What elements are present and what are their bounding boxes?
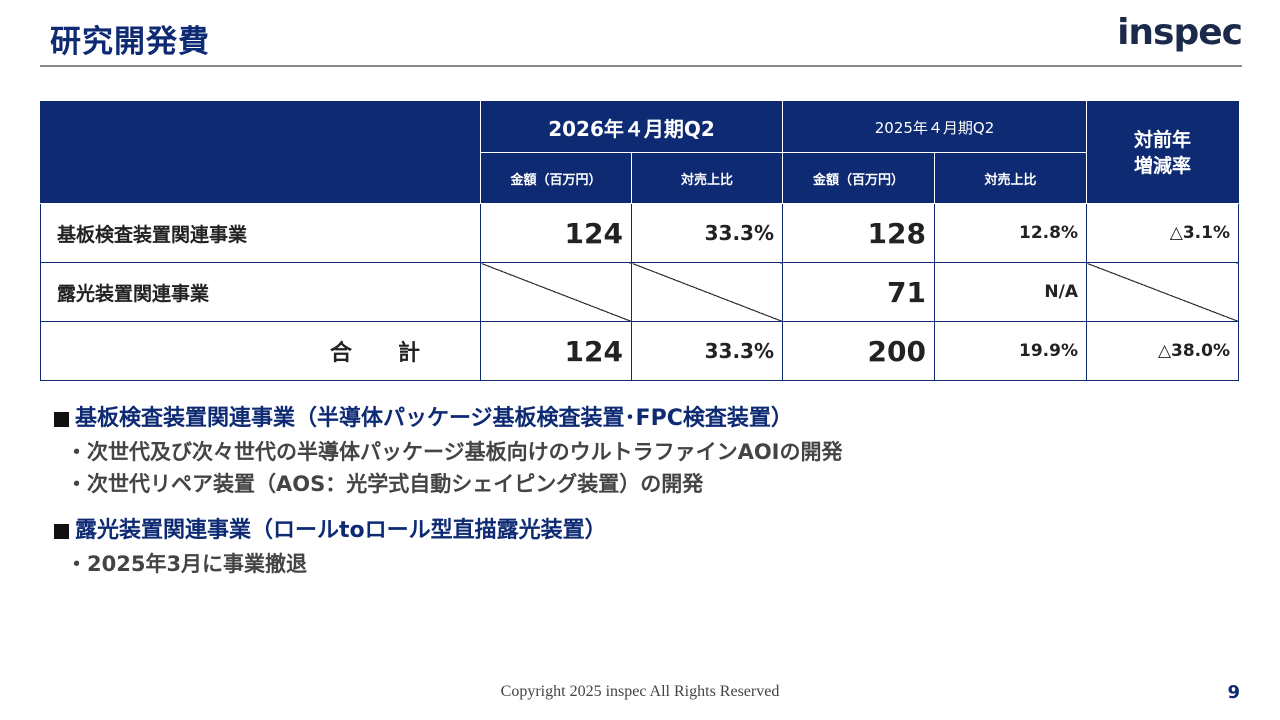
segment-name: 露光装置関連事業	[40, 262, 481, 322]
inspec-logo: inspec	[1117, 12, 1243, 53]
page-title: 研究開発費	[50, 24, 210, 60]
prev-ratio: 12.8%	[934, 203, 1087, 263]
note-heading-text: 露光装置関連事業（ロールtoロール型直描露光装置）	[75, 518, 607, 543]
header-yoy-label: 対前年 増減率	[1133, 128, 1191, 177]
header-prev-ratio: 対売上比	[934, 152, 1087, 204]
cur-ratio: 33.3%	[631, 203, 783, 263]
copyright-footer: Copyright 2025 inspec All Rights Reserve…	[500, 683, 780, 700]
note-block: 基板検査装置関連事業（半導体パッケージ基板検査装置･FPC検査装置） ・次世代及…	[54, 402, 843, 500]
header-prev-amount: 金額（百万円）	[782, 152, 935, 204]
note-item: ・2025年3月に事業撤退	[66, 552, 308, 576]
note-heading: 基板検査装置関連事業（半導体パッケージ基板検査装置･FPC検査装置）	[54, 402, 843, 436]
header-yoy: 対前年 増減率	[1086, 101, 1239, 204]
header-cur-ratio: 対売上比	[631, 152, 783, 204]
title-divider	[40, 65, 1242, 67]
prev-amount: 128	[782, 203, 935, 263]
prev-ratio: N/A	[934, 262, 1087, 322]
prev-amount: 200	[782, 321, 935, 381]
prev-amount: 71	[782, 262, 935, 322]
table-row: 合 計 124 33.3% 200 19.9% △38.0%	[40, 321, 1239, 381]
yoy-rate-empty	[1086, 262, 1239, 322]
square-bullet-icon	[54, 523, 69, 539]
header-corner-cell	[40, 101, 481, 204]
rd-expense-table: 2026年４月期Q2 2025年４月期Q2 対前年 増減率 金額（百万円） 対売…	[40, 101, 1239, 381]
note-item: ・次世代リペア装置（AOS：光学式自動シェイピング装置）の開発	[66, 472, 704, 496]
segment-name: 基板検査装置関連事業	[40, 203, 481, 263]
header-period-current: 2026年４月期Q2	[480, 101, 783, 153]
table-row: 露光装置関連事業 71 N/A	[40, 262, 1239, 322]
note-heading: 露光装置関連事業（ロールtoロール型直描露光装置）	[54, 514, 843, 548]
cur-amount: 124	[480, 321, 632, 381]
prev-ratio: 19.9%	[934, 321, 1087, 381]
cur-ratio-empty	[631, 262, 783, 322]
page-number: 9	[1227, 682, 1240, 703]
note-heading-text: 基板検査装置関連事業（半導体パッケージ基板検査装置･FPC検査装置）	[75, 406, 793, 431]
total-label: 合 計	[40, 321, 481, 381]
note-block: 露光装置関連事業（ロールtoロール型直描露光装置） ・2025年3月に事業撤退	[54, 514, 843, 580]
header-cur-amount: 金額（百万円）	[480, 152, 632, 204]
cur-amount: 124	[480, 203, 632, 263]
table-row: 基板検査装置関連事業 124 33.3% 128 12.8% △3.1%	[40, 203, 1239, 263]
note-item: ・次世代及び次々世代の半導体パッケージ基板向けのウルトラファインAOIの開発	[66, 440, 843, 464]
header-period-previous: 2025年４月期Q2	[782, 101, 1087, 153]
notes-section: 基板検査装置関連事業（半導体パッケージ基板検査装置･FPC検査装置） ・次世代及…	[54, 402, 843, 594]
cur-ratio: 33.3%	[631, 321, 783, 381]
yoy-rate: △38.0%	[1086, 321, 1239, 381]
cur-amount-empty	[480, 262, 632, 322]
yoy-rate: △3.1%	[1086, 203, 1239, 263]
square-bullet-icon	[54, 411, 69, 427]
